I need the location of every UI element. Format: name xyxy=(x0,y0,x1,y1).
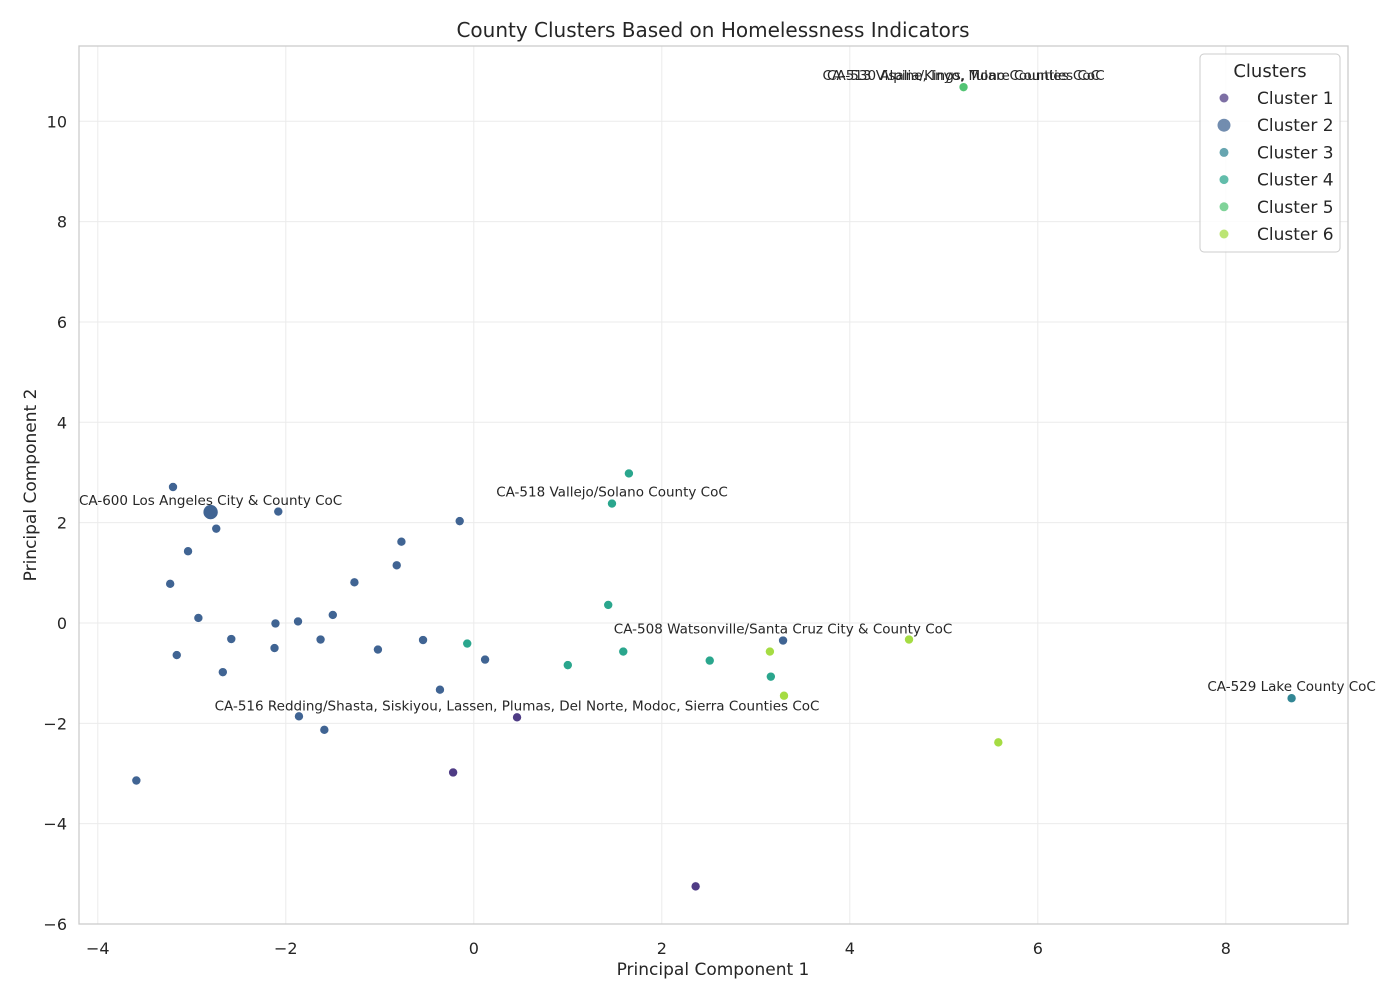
data-point-cluster-1 xyxy=(690,881,701,892)
data-point-cluster-4 xyxy=(704,655,715,666)
point-annotation: CA-600 Los Angeles City & County CoC xyxy=(79,493,342,509)
x-tick-label: 4 xyxy=(845,939,855,958)
legend-marker xyxy=(1219,93,1229,103)
legend-marker xyxy=(1219,147,1229,157)
data-point-cluster-2 xyxy=(293,616,303,627)
data-point-cluster-2 xyxy=(480,654,490,665)
legend-label: Cluster 5 xyxy=(1257,198,1334,218)
data-point-cluster-3 xyxy=(1286,693,1297,704)
y-tick-label: −4 xyxy=(43,815,67,834)
x-tick-label: 0 xyxy=(469,939,479,958)
x-tick-label: 8 xyxy=(1221,939,1231,958)
chart-title: County Clusters Based on Homelessness In… xyxy=(456,18,969,42)
data-point-cluster-4 xyxy=(624,468,634,479)
point-annotation: CA-508 Watsonville/Santa Cruz City & Cou… xyxy=(614,622,953,638)
x-axis-label: Principal Component 1 xyxy=(617,960,810,980)
data-point-cluster-2 xyxy=(270,618,281,629)
data-point-cluster-1 xyxy=(448,767,458,778)
data-point-cluster-4 xyxy=(607,498,617,509)
y-tick-label: −6 xyxy=(43,915,67,934)
data-point-cluster-2 xyxy=(211,523,222,534)
data-point-cluster-2 xyxy=(226,634,237,644)
y-tick-label: 10 xyxy=(47,112,67,131)
legend-marker xyxy=(1219,229,1229,239)
data-point-cluster-4 xyxy=(603,600,614,610)
axis-ticks: −4 −2 0 2 4 6 8 −6 −4 −2 0 2 4 6 8 10 xyxy=(43,112,1230,958)
legend-box xyxy=(1199,53,1341,253)
grid xyxy=(79,46,1348,925)
data-point-cluster-5 xyxy=(958,82,969,92)
point-annotation: CA-516 Redding/Shasta, Siskiyou, Lassen,… xyxy=(215,698,820,714)
y-tick-label: −2 xyxy=(43,714,67,733)
data-point-cluster-2 xyxy=(373,644,383,655)
data-point-cluster-2 xyxy=(183,546,193,557)
legend-label: Cluster 4 xyxy=(1257,171,1334,191)
point-annotation: CA-513 Visalia/Kings, Tulare Counties Co… xyxy=(822,68,1104,84)
x-tick-label: −2 xyxy=(274,939,298,958)
data-point-cluster-2 xyxy=(349,577,360,588)
data-point-cluster-2 xyxy=(315,634,326,645)
data-point-cluster-2 xyxy=(269,643,280,653)
legend-marker xyxy=(1219,175,1229,185)
data-point-cluster-2 xyxy=(165,579,175,589)
data-point-cluster-2 xyxy=(202,504,219,520)
point-annotation: CA-530 Alpine, Inyo, Mono Counties CoC xyxy=(827,68,1100,84)
legend-title: Clusters xyxy=(1233,61,1306,82)
x-tick-label: 2 xyxy=(657,939,667,958)
data-point-cluster-4 xyxy=(618,646,629,657)
data-point-cluster-2 xyxy=(294,711,304,722)
data-point-cluster-1 xyxy=(512,712,522,723)
x-tick-label: 6 xyxy=(1033,939,1043,958)
data-point-cluster-2 xyxy=(273,506,284,517)
legend-label: Cluster 2 xyxy=(1257,116,1334,136)
data-point-cluster-2 xyxy=(218,667,228,677)
data-points xyxy=(131,82,1297,892)
data-point-cluster-2 xyxy=(168,482,178,492)
data-point-cluster-2 xyxy=(396,536,407,547)
x-tick-label: −4 xyxy=(86,939,110,958)
data-point-cluster-2 xyxy=(131,775,142,786)
y-tick-label: 0 xyxy=(57,614,67,633)
data-point-cluster-2 xyxy=(778,635,788,646)
y-tick-label: 8 xyxy=(57,213,67,232)
data-point-cluster-4 xyxy=(462,638,473,649)
data-point-cluster-4 xyxy=(766,671,776,682)
data-point-cluster-2 xyxy=(171,650,182,660)
plot-frame xyxy=(78,45,1349,925)
data-point-cluster-2 xyxy=(327,610,338,620)
y-tick-label: 2 xyxy=(57,514,67,533)
y-axis-label: Principal Component 2 xyxy=(21,389,41,582)
y-tick-label: 4 xyxy=(57,413,67,432)
data-point-cluster-2 xyxy=(418,635,428,645)
legend-label: Cluster 1 xyxy=(1257,89,1334,109)
data-point-cluster-6 xyxy=(765,646,775,657)
legend-label: Cluster 3 xyxy=(1257,143,1334,163)
data-point-cluster-2 xyxy=(454,516,465,526)
legend: Clusters Cluster 1 Cluster 2 Cluster 3 Clust… xyxy=(1199,53,1341,253)
data-point-cluster-6 xyxy=(993,737,1004,748)
data-point-cluster-4 xyxy=(562,660,573,670)
legend-marker xyxy=(1219,202,1229,212)
point-annotation: CA-518 Vallejo/Solano County CoC xyxy=(496,485,728,501)
data-point-cluster-2 xyxy=(435,684,445,695)
data-point-cluster-6 xyxy=(904,634,914,645)
point-annotations: CA-530 Alpine, Inyo, Mono Counties CoCCA… xyxy=(79,68,1376,714)
data-point-cluster-2 xyxy=(391,560,402,571)
point-annotation: CA-529 Lake County CoC xyxy=(1207,679,1376,695)
y-tick-label: 6 xyxy=(57,313,67,332)
legend-marker xyxy=(1217,118,1231,132)
data-point-cluster-6 xyxy=(779,690,789,701)
data-point-cluster-2 xyxy=(319,725,330,735)
legend-label: Cluster 6 xyxy=(1257,225,1334,245)
data-point-cluster-2 xyxy=(193,613,204,623)
